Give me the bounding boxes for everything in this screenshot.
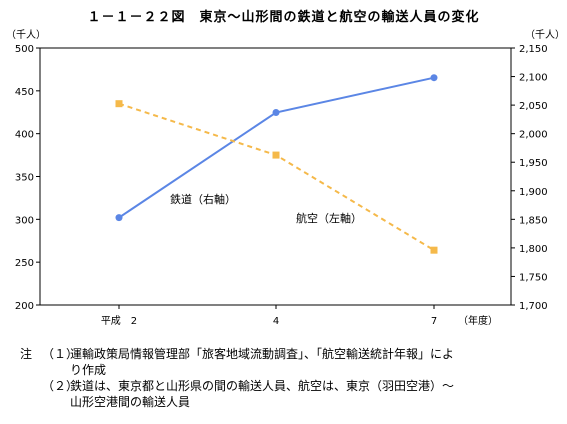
note-2-line-1: 鉄道は、東京都と山形県の間の輸送人員、航空は、東京（羽田空港）～ bbox=[70, 379, 455, 393]
right-axis-tick-label: 2,050 bbox=[519, 101, 548, 112]
note-1-line-1: 運輸政策局情報管理部「旅客地域流動調査」、「航空輸送統計年報」によ bbox=[70, 347, 455, 361]
plot-frame bbox=[39, 47, 512, 306]
notes: 注 （１） 運輸政策局情報管理部「旅客地域流動調査」、「航空輸送統計年報」によ … bbox=[20, 346, 540, 410]
left-axis-tick-label: 200 bbox=[15, 301, 34, 312]
x-axis-unit: （年度） bbox=[458, 314, 498, 327]
air-series-label: 航空（左軸） bbox=[296, 211, 362, 225]
right-axis-tick-label: 1,800 bbox=[519, 244, 548, 255]
note-1-number: （１） bbox=[42, 347, 79, 361]
note-1-text: 運輸政策局情報管理部「旅客地域流動調査」、「航空輸送統計年報」によ り作成 bbox=[70, 346, 540, 378]
left-axis-unit: （千人） bbox=[6, 29, 46, 41]
right-axis-tick-label: 1,850 bbox=[519, 215, 548, 226]
left-axis-tick-label: 500 bbox=[15, 44, 34, 55]
series-line-1 bbox=[118, 76, 435, 219]
x-axis-tick-label: 7 bbox=[431, 316, 437, 327]
right-axis-tick-label: 1,950 bbox=[519, 158, 548, 169]
x-axis-tick-label: 4 bbox=[273, 316, 279, 327]
note-2: （２） 鉄道は、東京都と山形県の間の輸送人員、航空は、東京（羽田空港）～ 山形空… bbox=[20, 378, 540, 410]
series-line-2 bbox=[118, 102, 435, 252]
series-2-point bbox=[115, 100, 123, 108]
chart-title: １－１－２２図 東京～山形間の鉄道と航空の輸送人員の変化 bbox=[87, 10, 480, 25]
note-2-line-2: 山形空港間の輸送人員 bbox=[70, 395, 191, 409]
right-axis-unit: （千人） bbox=[525, 29, 565, 41]
series-2-point bbox=[430, 246, 438, 254]
left-axis-tick-label: 350 bbox=[15, 173, 34, 184]
note-1: 注 （１） 運輸政策局情報管理部「旅客地域流動調査」、「航空輸送統計年報」によ … bbox=[20, 346, 540, 378]
series-2-point bbox=[272, 151, 280, 159]
left-axis-tick-label: 450 bbox=[15, 87, 34, 98]
left-axis-tick-label: 250 bbox=[15, 258, 34, 269]
right-axis-tick-label: 1,900 bbox=[519, 187, 548, 198]
note-mark: 注 bbox=[20, 347, 33, 361]
series-1-point bbox=[272, 109, 280, 117]
line-chart: 200 250 300 350 400 450 500 （千人） 1,700 1,750 1,800… bbox=[6, 29, 565, 327]
series-1-point bbox=[430, 74, 438, 82]
left-axis-tick-label: 400 bbox=[15, 130, 34, 141]
note-1-line-2: り作成 bbox=[70, 363, 107, 377]
right-axis-tick-label: 2,100 bbox=[519, 73, 548, 84]
rail-series-label: 鉄道（右軸） bbox=[170, 192, 236, 206]
note-2-number: （２） bbox=[42, 379, 79, 393]
series-1-point bbox=[115, 214, 123, 222]
x-axis-tick-label: 平成 2 bbox=[101, 315, 137, 327]
right-axis-tick-label: 1,750 bbox=[519, 272, 548, 283]
right-axis-tick-label: 1,700 bbox=[519, 301, 548, 312]
note-2-text: 鉄道は、東京都と山形県の間の輸送人員、航空は、東京（羽田空港）～ 山形空港間の輸… bbox=[70, 378, 540, 410]
right-axis-tick-label: 2,000 bbox=[519, 130, 548, 141]
left-axis-tick-label: 300 bbox=[15, 215, 34, 226]
right-axis-tick-label: 2,150 bbox=[519, 44, 548, 55]
